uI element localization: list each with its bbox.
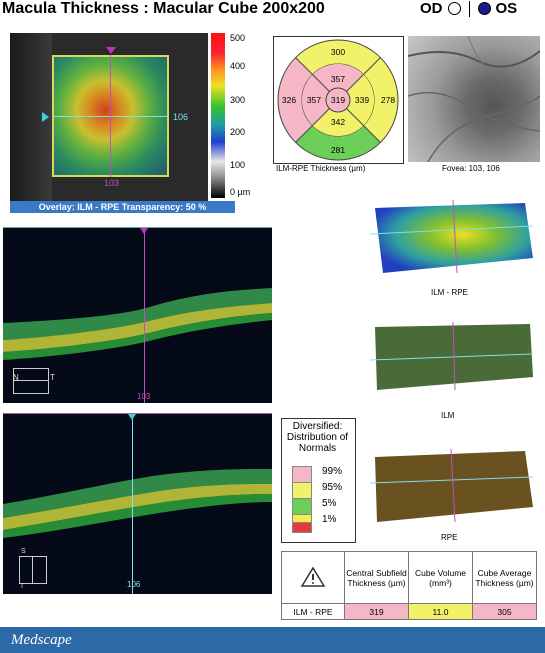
outer-nasal-value: 278 <box>381 95 395 105</box>
legend-label: 95% <box>322 482 343 493</box>
os-label: OS <box>495 0 518 17</box>
fundus-photo[interactable] <box>408 36 540 162</box>
v-bscan-index: 106 <box>127 580 141 589</box>
fundus-vessels <box>408 36 540 162</box>
inner-nasal-value: 339 <box>355 95 369 105</box>
h-bscan-index: 103 <box>137 392 151 401</box>
colorbar-label: 500 <box>230 33 246 43</box>
legend-title: Diversified: Distribution of Normals <box>286 421 349 454</box>
table-cell: 319 <box>344 603 409 620</box>
bscan-retina-layers <box>3 469 272 538</box>
eye-selector: OD OS <box>420 0 517 17</box>
bscan-retina-layers <box>3 288 272 360</box>
scan-position-marker-icon[interactable] <box>128 414 136 420</box>
thickness-colorbar <box>211 33 225 198</box>
orientation-s: S <box>21 548 26 555</box>
etdrs-grid-panel: 300 278 281 326 357 339 342 357 319 <box>273 36 404 164</box>
column-header: Central Subfield Thickness (µm) <box>344 551 409 604</box>
scan-marker-left-icon[interactable] <box>42 112 49 122</box>
vertical-bscan[interactable]: S I 106 <box>3 413 272 594</box>
orientation-box: S I <box>19 548 47 590</box>
colorbar-label: 400 <box>230 61 246 71</box>
legend-swatch <box>292 466 312 483</box>
colorbar-label: 100 <box>230 160 246 170</box>
od-radio[interactable] <box>447 2 461 15</box>
center-subfield <box>325 87 351 113</box>
legend-swatch <box>292 522 312 533</box>
legend-label: 99% <box>322 466 343 477</box>
rpe-surface[interactable] <box>365 447 535 527</box>
thickness-table: Central Subfield Thickness (µm) Cube Vol… <box>281 551 537 620</box>
h-scan-index: 106 <box>173 112 189 122</box>
ilm-rpe-surface[interactable] <box>365 198 535 278</box>
orientation-t: T <box>50 373 55 382</box>
medscape-logo[interactable]: Medscape <box>11 632 72 648</box>
inner-temporal-value: 357 <box>307 95 321 105</box>
ilm-rpe-surface-render <box>369 199 534 274</box>
ilm-surface[interactable] <box>365 321 535 402</box>
colorbar-label: 300 <box>230 95 246 105</box>
row-label: ILM - RPE <box>281 603 345 620</box>
surface-label: ILM <box>441 411 455 420</box>
horizontal-bscan[interactable]: N T 103 <box>3 227 272 403</box>
column-header: Cube Average Thickness (µm) <box>472 551 537 604</box>
colorbar-label: 200 <box>230 127 246 137</box>
os-radio[interactable] <box>477 2 491 15</box>
inner-inferior-sector <box>312 100 364 137</box>
v-scan-index: 103 <box>104 178 120 188</box>
outer-inferior-value: 281 <box>331 145 345 155</box>
footer-bar: Medscape <box>0 627 545 653</box>
colorbar-label: 0 µm <box>230 187 251 197</box>
column-header: Cube Volume (mm³) <box>408 551 473 604</box>
inner-nasal-sector <box>338 74 375 126</box>
center-value: 319 <box>331 95 345 105</box>
od-label: OD <box>420 0 443 17</box>
vertical-crosshair <box>144 228 145 403</box>
inner-temporal-sector <box>301 74 338 126</box>
surface-label: RPE <box>441 533 458 542</box>
outer-temporal-value: 326 <box>282 95 296 105</box>
table-cell: 11.0 <box>408 603 473 620</box>
inner-superior-sector <box>312 63 364 100</box>
fovea-caption: Fovea: 103, 106 <box>442 164 500 173</box>
legend-swatch <box>292 482 312 499</box>
outer-superior-value: 300 <box>331 47 345 57</box>
divider <box>468 0 470 17</box>
orientation-box: N T <box>13 368 55 394</box>
warning-icon <box>300 566 326 587</box>
surface-label: ILM - RPE <box>431 288 468 297</box>
legend-label: 5% <box>322 498 337 509</box>
scan-position-marker-icon[interactable] <box>140 228 148 234</box>
vertical-scan-line <box>110 55 111 177</box>
scan-marker-top-icon[interactable] <box>106 47 116 54</box>
inner-superior-value: 357 <box>331 74 345 84</box>
warning-cell <box>281 551 345 604</box>
page-title: Macula Thickness : Macular Cube 200x200 <box>2 0 325 17</box>
table-cell: 305 <box>472 603 537 620</box>
legend-swatch <box>292 498 312 515</box>
overlay-caption: Overlay: ILM - RPE Transparency: 50 % <box>10 201 235 213</box>
etdrs-grid: 300 278 281 326 357 339 342 357 319 <box>277 39 399 161</box>
legend-label: 1% <box>322 514 337 525</box>
horizontal-crosshair <box>132 414 133 594</box>
rpe-surface-render <box>369 448 534 523</box>
inner-inferior-value: 342 <box>331 117 345 127</box>
orientation-i: I <box>21 583 23 590</box>
etdrs-caption: ILM-RPE Thickness (µm) <box>276 164 366 173</box>
orientation-n: N <box>13 373 19 382</box>
ilm-surface-render <box>369 321 534 391</box>
